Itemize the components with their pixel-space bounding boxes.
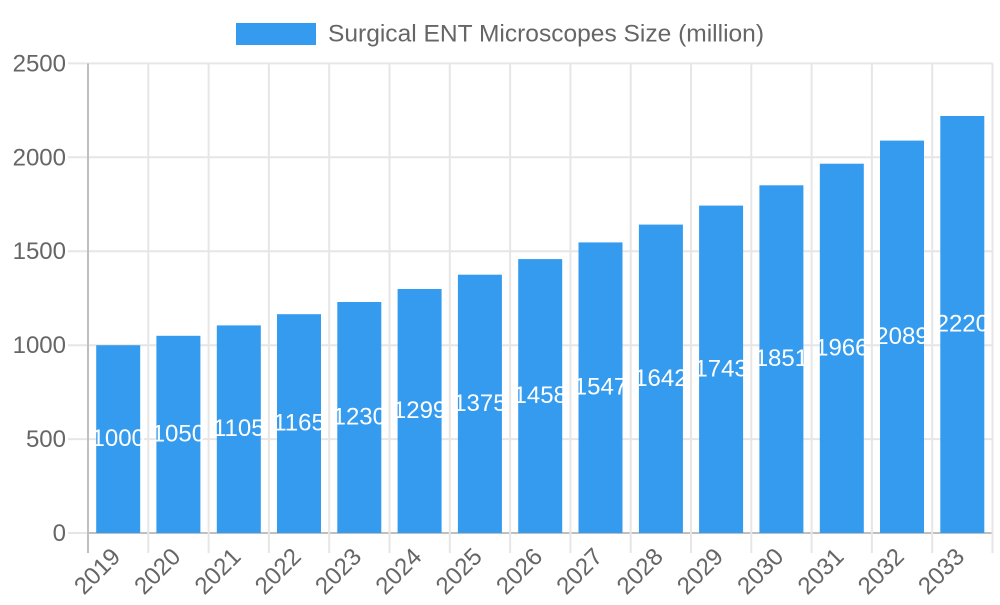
- svg-text:1458: 1458: [514, 382, 567, 409]
- svg-text:2500: 2500: [13, 50, 66, 77]
- svg-text:500: 500: [26, 426, 66, 453]
- svg-text:2024: 2024: [370, 543, 427, 600]
- svg-text:2022: 2022: [250, 543, 307, 600]
- svg-text:2000: 2000: [13, 144, 66, 171]
- svg-text:1966: 1966: [815, 334, 868, 361]
- svg-text:2031: 2031: [793, 543, 850, 600]
- svg-text:1050: 1050: [152, 420, 205, 447]
- svg-text:1500: 1500: [13, 238, 66, 265]
- svg-text:2021: 2021: [190, 543, 247, 600]
- svg-text:1000: 1000: [92, 425, 145, 452]
- svg-text:2027: 2027: [551, 543, 608, 600]
- svg-text:2020: 2020: [129, 543, 186, 600]
- svg-text:2030: 2030: [732, 543, 789, 600]
- svg-text:1547: 1547: [574, 374, 627, 401]
- svg-text:1165: 1165: [273, 410, 325, 437]
- svg-text:2019: 2019: [69, 543, 126, 600]
- svg-text:1642: 1642: [634, 365, 687, 392]
- svg-text:1851: 1851: [755, 345, 808, 372]
- svg-text:Surgical ENT Microscopes Size: Surgical ENT Microscopes Size (million): [328, 21, 764, 48]
- svg-text:0: 0: [53, 520, 66, 547]
- svg-text:1743: 1743: [694, 355, 747, 382]
- svg-text:2032: 2032: [853, 543, 910, 600]
- svg-text:2023: 2023: [310, 543, 367, 600]
- svg-text:2026: 2026: [491, 543, 548, 600]
- svg-text:1105: 1105: [213, 415, 265, 442]
- svg-text:2028: 2028: [612, 543, 669, 600]
- svg-text:2025: 2025: [431, 543, 488, 600]
- svg-text:1299: 1299: [393, 397, 446, 424]
- svg-text:1000: 1000: [13, 332, 66, 359]
- svg-text:2220: 2220: [936, 311, 989, 338]
- svg-text:2033: 2033: [913, 543, 970, 600]
- svg-text:2089: 2089: [875, 323, 928, 350]
- svg-text:2029: 2029: [672, 543, 729, 600]
- svg-text:1230: 1230: [333, 404, 386, 431]
- svg-text:1375: 1375: [453, 390, 506, 417]
